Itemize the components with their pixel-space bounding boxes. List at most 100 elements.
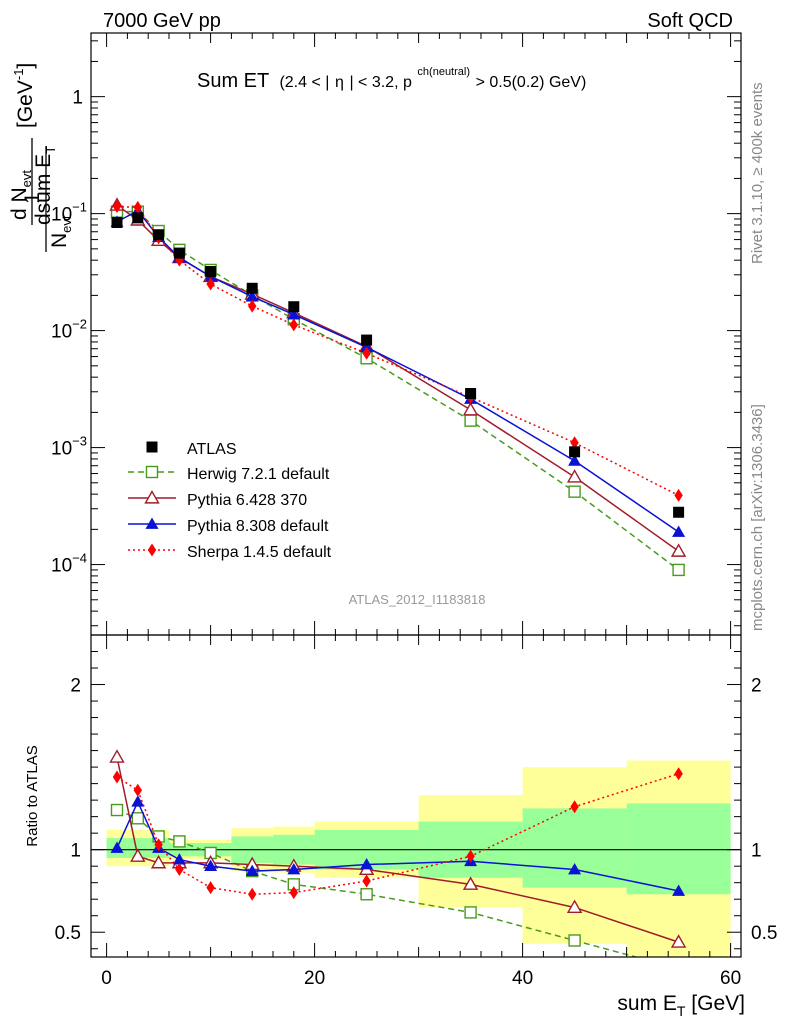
ratio-pythia-8-308-default-point xyxy=(131,795,145,807)
main-sherpa-1-4-5-default-point xyxy=(289,318,298,332)
ratio-y-tick-label: 2 xyxy=(70,676,81,697)
tick-exponent: −2 xyxy=(72,317,87,332)
ratio-sherpa-1-4-5-default-point xyxy=(466,849,475,863)
main-pythia-8-308-default-point xyxy=(672,525,686,537)
x-label-unit: [GeV] xyxy=(685,992,745,1015)
ratio-pythia-6-428-370-point xyxy=(150,854,167,869)
ratio-herwig-7-2-1-default-point xyxy=(568,934,581,947)
ratio-axes: 0.5 0.51 12 20 20 40 60 xyxy=(55,635,777,989)
ratio-pythia-8-308-default-point xyxy=(204,859,218,872)
main-sherpa-1-4-5-default-point xyxy=(248,299,257,313)
legend-marker xyxy=(146,441,158,453)
main-title-end: > 0.5(0.2) GeV) xyxy=(476,74,587,91)
ratio-herwig-7-2-1-default-point xyxy=(464,906,477,919)
main-pythia-6-428-370-point xyxy=(670,543,687,557)
main-pythia-8-308-default-point xyxy=(245,290,259,302)
tick-base: 10 xyxy=(51,322,72,343)
ratio-y-label: Ratio to ATLAS xyxy=(24,745,41,846)
ratio-x-tick-label: 40 xyxy=(512,968,533,989)
ratio-band-inner xyxy=(626,803,731,895)
main-title-open: (2.4 < | xyxy=(279,74,329,91)
ratio-sherpa-1-4-5-default-point xyxy=(289,886,298,900)
ratio-panel: 0.5 0.51 12 20 20 40 60 Ratio to ATLAS sum ET … xyxy=(24,634,777,1019)
main-herwig-7-2-1-default-point xyxy=(672,563,685,577)
main-atlas-point xyxy=(153,229,165,241)
tick-exponent: −3 xyxy=(72,434,87,449)
ratio-herwig-7-2-1-default-point xyxy=(173,835,186,848)
main-atlas-point xyxy=(246,282,258,294)
ratio-pythia-6-428-370-point xyxy=(670,934,687,948)
main-title-mid: | < 3.2, p xyxy=(349,74,412,91)
ratio-pythia-6-428-370-point xyxy=(109,749,125,763)
main-pythia-6-428-370-point xyxy=(462,401,479,416)
ratio-herwig-7-2-1-default-point xyxy=(131,812,145,825)
main-herwig-7-2-1-default-point xyxy=(568,485,581,498)
main-atlas-point xyxy=(205,266,217,278)
main-y-tick-label: 10−3 xyxy=(51,434,87,460)
ratio-x-tick-label: 0 xyxy=(101,968,112,989)
main-sherpa-1-4-5-default-point xyxy=(674,488,683,502)
ratio-pythia-8-308-default-point xyxy=(360,858,374,870)
ratio-marks xyxy=(109,749,687,957)
ratio-band-inner xyxy=(127,838,149,858)
ratio-pythia-8-308-default-point xyxy=(672,884,686,896)
ratio-sherpa-1-4-5-default-point xyxy=(112,770,122,784)
ratio-pythia-8-308-default-point xyxy=(245,864,259,877)
ratio-pythia-8-308-default-point xyxy=(172,853,186,865)
ratio-y-tick-label: 0.5 xyxy=(55,923,81,944)
main-y-tick-label: 10−1 xyxy=(51,200,87,226)
main-title: Sum ET (2.4 < | η | < 3.2, p ch(neutral)… xyxy=(197,58,586,92)
tick-base: 10 xyxy=(51,205,72,226)
main-atlas-point xyxy=(569,446,581,458)
main-pythia-8-308-default-point xyxy=(360,340,374,353)
rivet-label: Rivet 3.1.10, ≥ 400k events xyxy=(749,82,766,264)
main-y-tick-label: 1 xyxy=(72,88,83,109)
ratio-sherpa-1-4-5-default-point xyxy=(175,862,184,876)
ratio-sherpa-1-4-5-default-point xyxy=(154,838,163,852)
legend-marker xyxy=(147,543,157,557)
ratio-y-tick-label: 1 xyxy=(70,841,81,862)
tick-exponent: −1 xyxy=(72,200,87,215)
energy-label: 7000 GeV pp xyxy=(103,10,221,32)
ratio-pythia-8-308-default-point xyxy=(287,862,301,875)
main-y-tick-label: 10−4 xyxy=(51,551,87,577)
main-y-label: 1 Nevt d Nevt dsum ET [GeV-1] xyxy=(8,63,74,252)
legend-label-pythia8: Pythia 8.308 default xyxy=(187,518,329,535)
tick-base: 10 xyxy=(51,556,72,577)
main-atlas-point xyxy=(173,247,185,259)
ratio-herwig-7-2-1-default-point xyxy=(360,888,373,901)
main-herwig-7-2-1-default-line xyxy=(117,210,680,571)
main-atlas-point xyxy=(465,387,477,399)
legend-marker xyxy=(144,490,160,504)
main-atlas-point xyxy=(111,216,123,228)
legend-marker xyxy=(145,517,159,529)
category-label: Soft QCD xyxy=(647,10,733,32)
ratio-pythia-8-308-default-point xyxy=(568,862,582,875)
main-sherpa-1-4-5-default-point xyxy=(206,277,215,291)
main-pythia-8-308-default-point xyxy=(287,308,301,320)
tick-exponent: −4 xyxy=(72,551,87,566)
tick-base: 10 xyxy=(51,439,72,460)
ratio-sherpa-1-4-5-default-point xyxy=(133,783,142,797)
ratio-pythia-8-308-default-point xyxy=(110,841,124,853)
main-y-tick-label: 10−2 xyxy=(51,317,87,343)
ratio-x-tick-label: 60 xyxy=(720,968,741,989)
ratio-sherpa-1-4-5-default-point xyxy=(674,767,683,781)
main-pythia-8-308-default-line xyxy=(116,209,680,533)
ratio-pythia-6-428-370-point xyxy=(462,876,479,890)
ratio-herwig-7-2-1-default-point xyxy=(110,803,124,817)
ratio-x-tick-label: 20 xyxy=(304,968,325,989)
ratio-y-tick-label-right: 2 xyxy=(751,676,762,697)
main-watermark: ATLAS_2012_I1183818 xyxy=(349,592,486,607)
ratio-sherpa-1-4-5-default-point xyxy=(570,800,579,814)
main-herwig-7-2-1-default-point xyxy=(464,414,477,427)
main-sherpa-1-4-5-default-point xyxy=(112,200,122,214)
legend-items xyxy=(128,441,176,557)
ratio-sherpa-1-4-5-default-point xyxy=(248,887,257,901)
main-atlas-point xyxy=(361,334,373,346)
legend-marker xyxy=(145,465,159,479)
x-label-sub: T xyxy=(677,1003,686,1019)
main-title-sup: ch(neutral) xyxy=(417,66,470,78)
ylabel-unit: [GeV-1] xyxy=(11,63,37,128)
